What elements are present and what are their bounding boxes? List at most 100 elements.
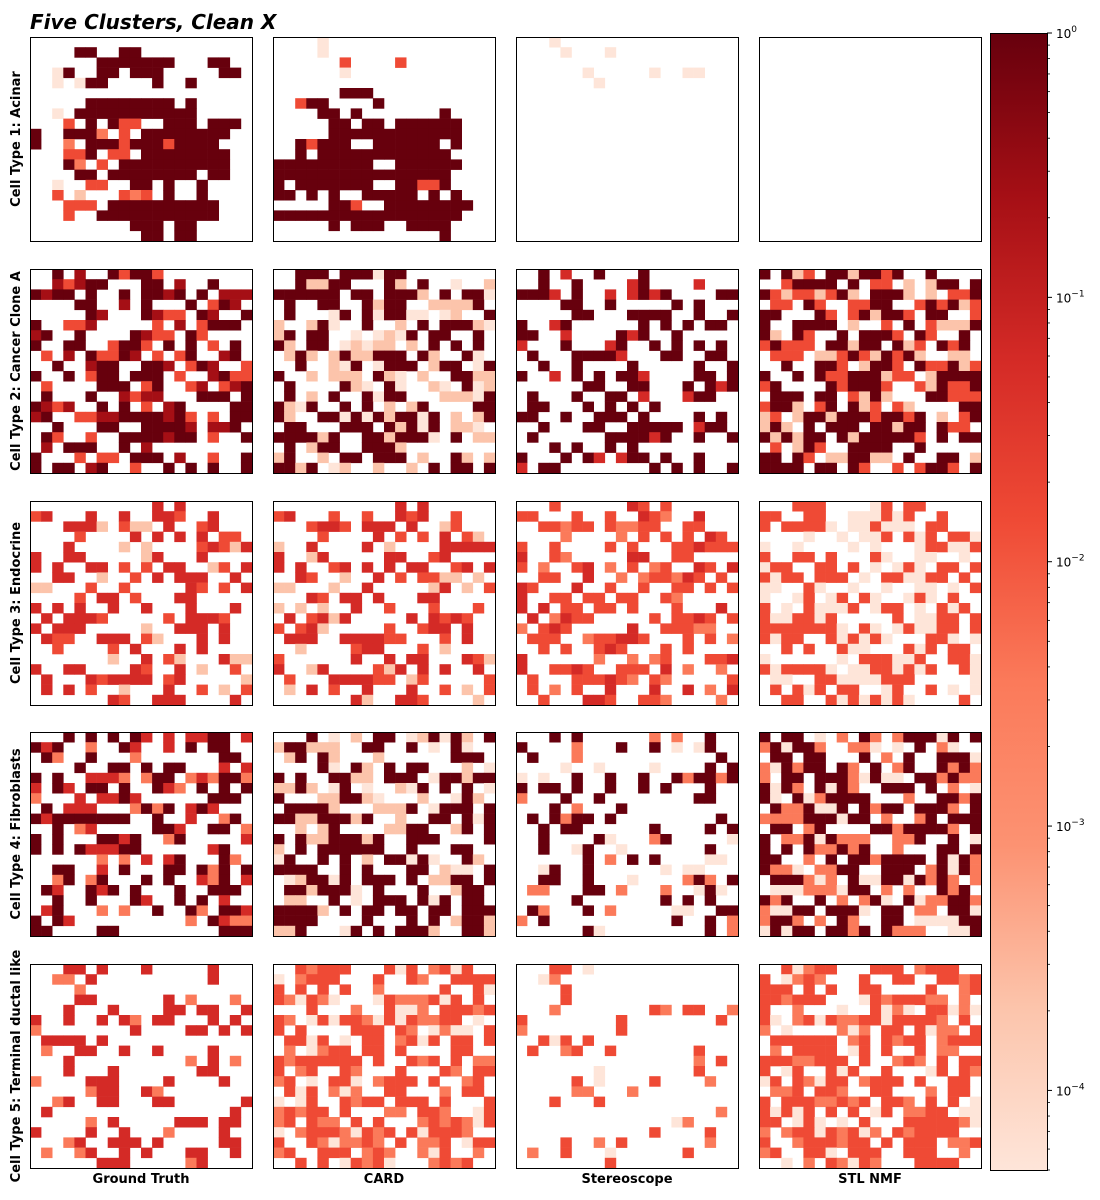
heatmap-cell bbox=[152, 360, 164, 372]
heatmap-cell bbox=[52, 823, 64, 835]
heatmap-cell bbox=[770, 742, 782, 753]
heatmap-cell bbox=[538, 974, 550, 985]
heatmap-cell bbox=[439, 1127, 451, 1138]
heatmap-cell bbox=[196, 139, 208, 150]
heatmap-cell bbox=[372, 643, 385, 655]
heatmap-cell bbox=[174, 411, 186, 423]
heatmap-cell bbox=[958, 813, 971, 825]
heatmap-cell bbox=[96, 462, 108, 474]
heatmap-cell bbox=[858, 664, 871, 675]
heatmap-cell bbox=[350, 1004, 363, 1016]
heatmap-cell bbox=[85, 1086, 97, 1097]
heatmap-cell bbox=[395, 279, 407, 290]
heatmap-cell bbox=[461, 772, 474, 784]
heatmap-cell bbox=[704, 895, 717, 906]
heatmap-cell bbox=[428, 381, 440, 392]
heatmap-cell bbox=[649, 401, 661, 413]
heatmap-cell bbox=[715, 885, 728, 896]
heatmap-cell bbox=[273, 783, 285, 794]
heatmap-cell bbox=[141, 401, 153, 413]
heatmap-cell bbox=[328, 813, 340, 825]
row-label: Cell Type 5: Terminal ductal like bbox=[9, 949, 24, 1182]
heatmap-cell bbox=[96, 381, 108, 392]
heatmap-cell bbox=[284, 442, 296, 453]
heatmap-cell bbox=[196, 684, 208, 696]
heatmap-cell bbox=[638, 371, 650, 382]
heatmap-cell bbox=[96, 834, 108, 845]
heatmap-cell bbox=[273, 159, 285, 170]
heatmap-cell bbox=[207, 1015, 219, 1026]
heatmap-cell bbox=[803, 974, 815, 985]
heatmap-cell bbox=[726, 925, 739, 937]
heatmap-cell bbox=[218, 752, 231, 763]
heatmap-cell bbox=[881, 452, 893, 464]
heatmap-cell bbox=[969, 984, 982, 995]
heatmap-cell bbox=[870, 541, 882, 553]
heatmap-cell bbox=[892, 732, 904, 743]
heatmap-cell bbox=[361, 915, 374, 927]
heatmap-cell bbox=[141, 159, 153, 170]
heatmap-cell bbox=[770, 664, 782, 675]
heatmap-cell bbox=[63, 613, 75, 624]
heatmap-cell bbox=[792, 501, 804, 512]
heatmap-cell bbox=[770, 452, 782, 464]
heatmap-cell bbox=[273, 582, 285, 594]
heatmap-cell bbox=[604, 299, 617, 311]
heatmap-cell bbox=[306, 1137, 318, 1148]
heatmap-cell bbox=[792, 905, 804, 916]
heatmap-cell bbox=[384, 623, 396, 634]
heatmap-cell bbox=[450, 190, 462, 201]
heatmap-cell bbox=[107, 1076, 120, 1087]
heatmap-cell bbox=[417, 974, 429, 985]
heatmap-cell bbox=[803, 582, 815, 594]
heatmap-cell bbox=[483, 1137, 496, 1148]
heatmap-cell bbox=[925, 633, 937, 645]
heatmap-cell bbox=[582, 964, 594, 975]
heatmap-cell bbox=[858, 521, 871, 532]
heatmap-cell bbox=[196, 541, 208, 553]
heatmap-cell bbox=[847, 269, 860, 280]
heatmap-cell bbox=[339, 462, 351, 474]
heatmap-cell bbox=[328, 803, 340, 814]
heatmap-cell bbox=[836, 834, 849, 845]
heatmap-cell bbox=[152, 422, 164, 433]
heatmap-cell bbox=[881, 994, 893, 1006]
heatmap-cell bbox=[428, 1106, 440, 1118]
heatmap-cell bbox=[141, 541, 153, 553]
heatmap-cell bbox=[52, 633, 64, 645]
heatmap-cell bbox=[372, 834, 385, 845]
heatmap-cell bbox=[141, 128, 153, 140]
heatmap-cell bbox=[781, 783, 793, 794]
heatmap-cell bbox=[925, 864, 937, 876]
heatmap-cell bbox=[903, 854, 915, 865]
heatmap-cell bbox=[284, 1015, 296, 1026]
heatmap-cell bbox=[538, 1035, 550, 1046]
heatmap-cell bbox=[638, 772, 650, 784]
heatmap-cell bbox=[30, 411, 42, 423]
heatmap-cell bbox=[969, 664, 982, 675]
heatmap-cell bbox=[317, 1117, 329, 1128]
heatmap-cell bbox=[715, 411, 728, 423]
heatmap-cell bbox=[958, 330, 971, 341]
heatmap-cell bbox=[295, 98, 307, 109]
heatmap-cell bbox=[726, 772, 739, 784]
heatmap-cell bbox=[196, 772, 208, 784]
panel-frame bbox=[516, 269, 739, 474]
heatmap-cell bbox=[328, 582, 340, 594]
row-label: Cell Type 2: Cancer Clone A bbox=[9, 271, 24, 471]
heatmap-cell bbox=[218, 874, 231, 886]
heatmap-cell bbox=[726, 654, 739, 665]
heatmap-cell bbox=[693, 742, 705, 753]
heatmap-cell bbox=[825, 279, 837, 290]
heatmap-cell bbox=[384, 452, 396, 464]
column-label: Ground Truth bbox=[93, 1172, 190, 1187]
heatmap-cell bbox=[715, 572, 728, 583]
heatmap-cell bbox=[516, 1025, 528, 1036]
heatmap-cell bbox=[439, 905, 451, 916]
heatmap-cell bbox=[649, 732, 661, 743]
heatmap-cell bbox=[152, 391, 164, 402]
heatmap-cell bbox=[914, 1117, 926, 1128]
heatmap-cell bbox=[704, 531, 717, 543]
heatmap-cell bbox=[339, 844, 351, 855]
heatmap-cell bbox=[693, 452, 705, 464]
